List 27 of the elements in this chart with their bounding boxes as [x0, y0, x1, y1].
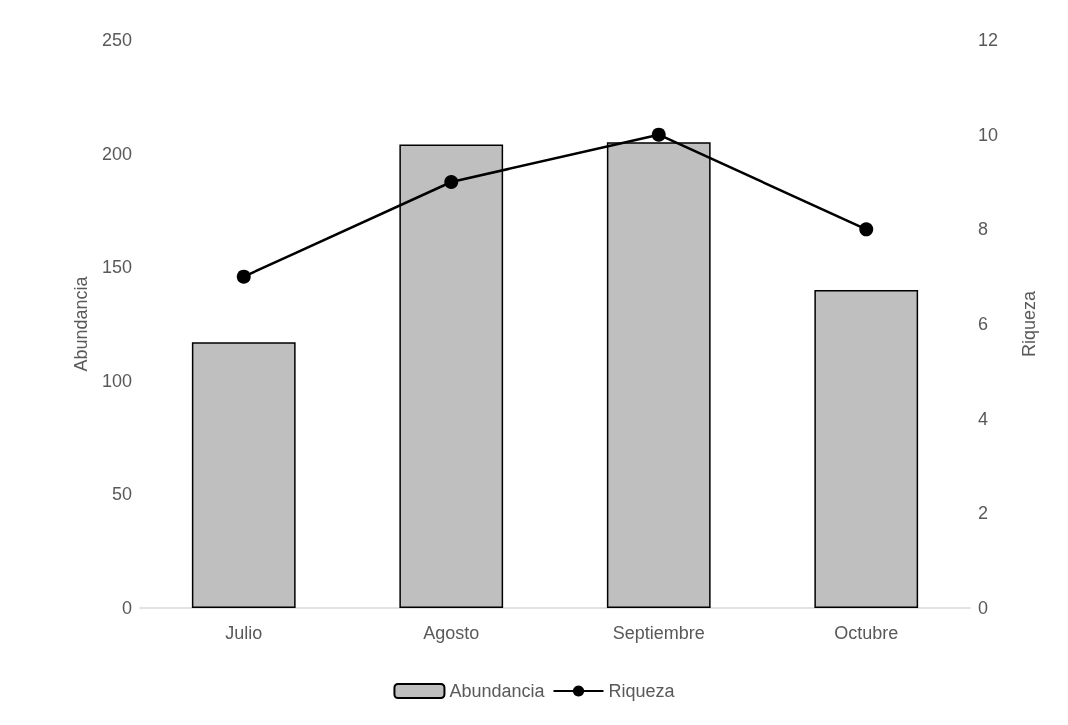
y2-tick-label: 4	[978, 408, 989, 429]
legend-label: Abundancia	[449, 681, 546, 701]
y2-tick-label: 2	[978, 503, 989, 524]
y-tick-label: 200	[101, 143, 132, 164]
point	[651, 127, 666, 142]
y2-tick-label: 8	[978, 219, 989, 240]
bar	[814, 289, 919, 608]
x-tick-label: Agosto	[423, 623, 480, 643]
point	[444, 175, 459, 189]
x-tick-label: Septiembre	[612, 623, 705, 643]
point	[859, 222, 874, 237]
y2-tick-label: 12	[978, 30, 999, 50]
y2-axis-title: Riqueza	[1019, 289, 1039, 358]
point	[236, 269, 251, 284]
y-tick-label: 100	[101, 370, 132, 391]
y2-tick-label: 0	[978, 598, 989, 618]
x-tick-label: Julio	[225, 623, 263, 643]
y-tick-label: 0	[121, 598, 132, 618]
y-tick-label: 250	[101, 30, 132, 50]
y2-tick-label: 10	[978, 124, 999, 145]
y-tick-label: 150	[101, 257, 132, 278]
bar	[191, 342, 296, 608]
y2-tick-label: 6	[978, 314, 989, 334]
y-axis-title: Abundancia	[71, 275, 91, 372]
x-tick-label: Octubre	[834, 623, 899, 643]
y-tick-label: 50	[111, 484, 132, 505]
legend-label: Riqueza	[608, 681, 676, 701]
